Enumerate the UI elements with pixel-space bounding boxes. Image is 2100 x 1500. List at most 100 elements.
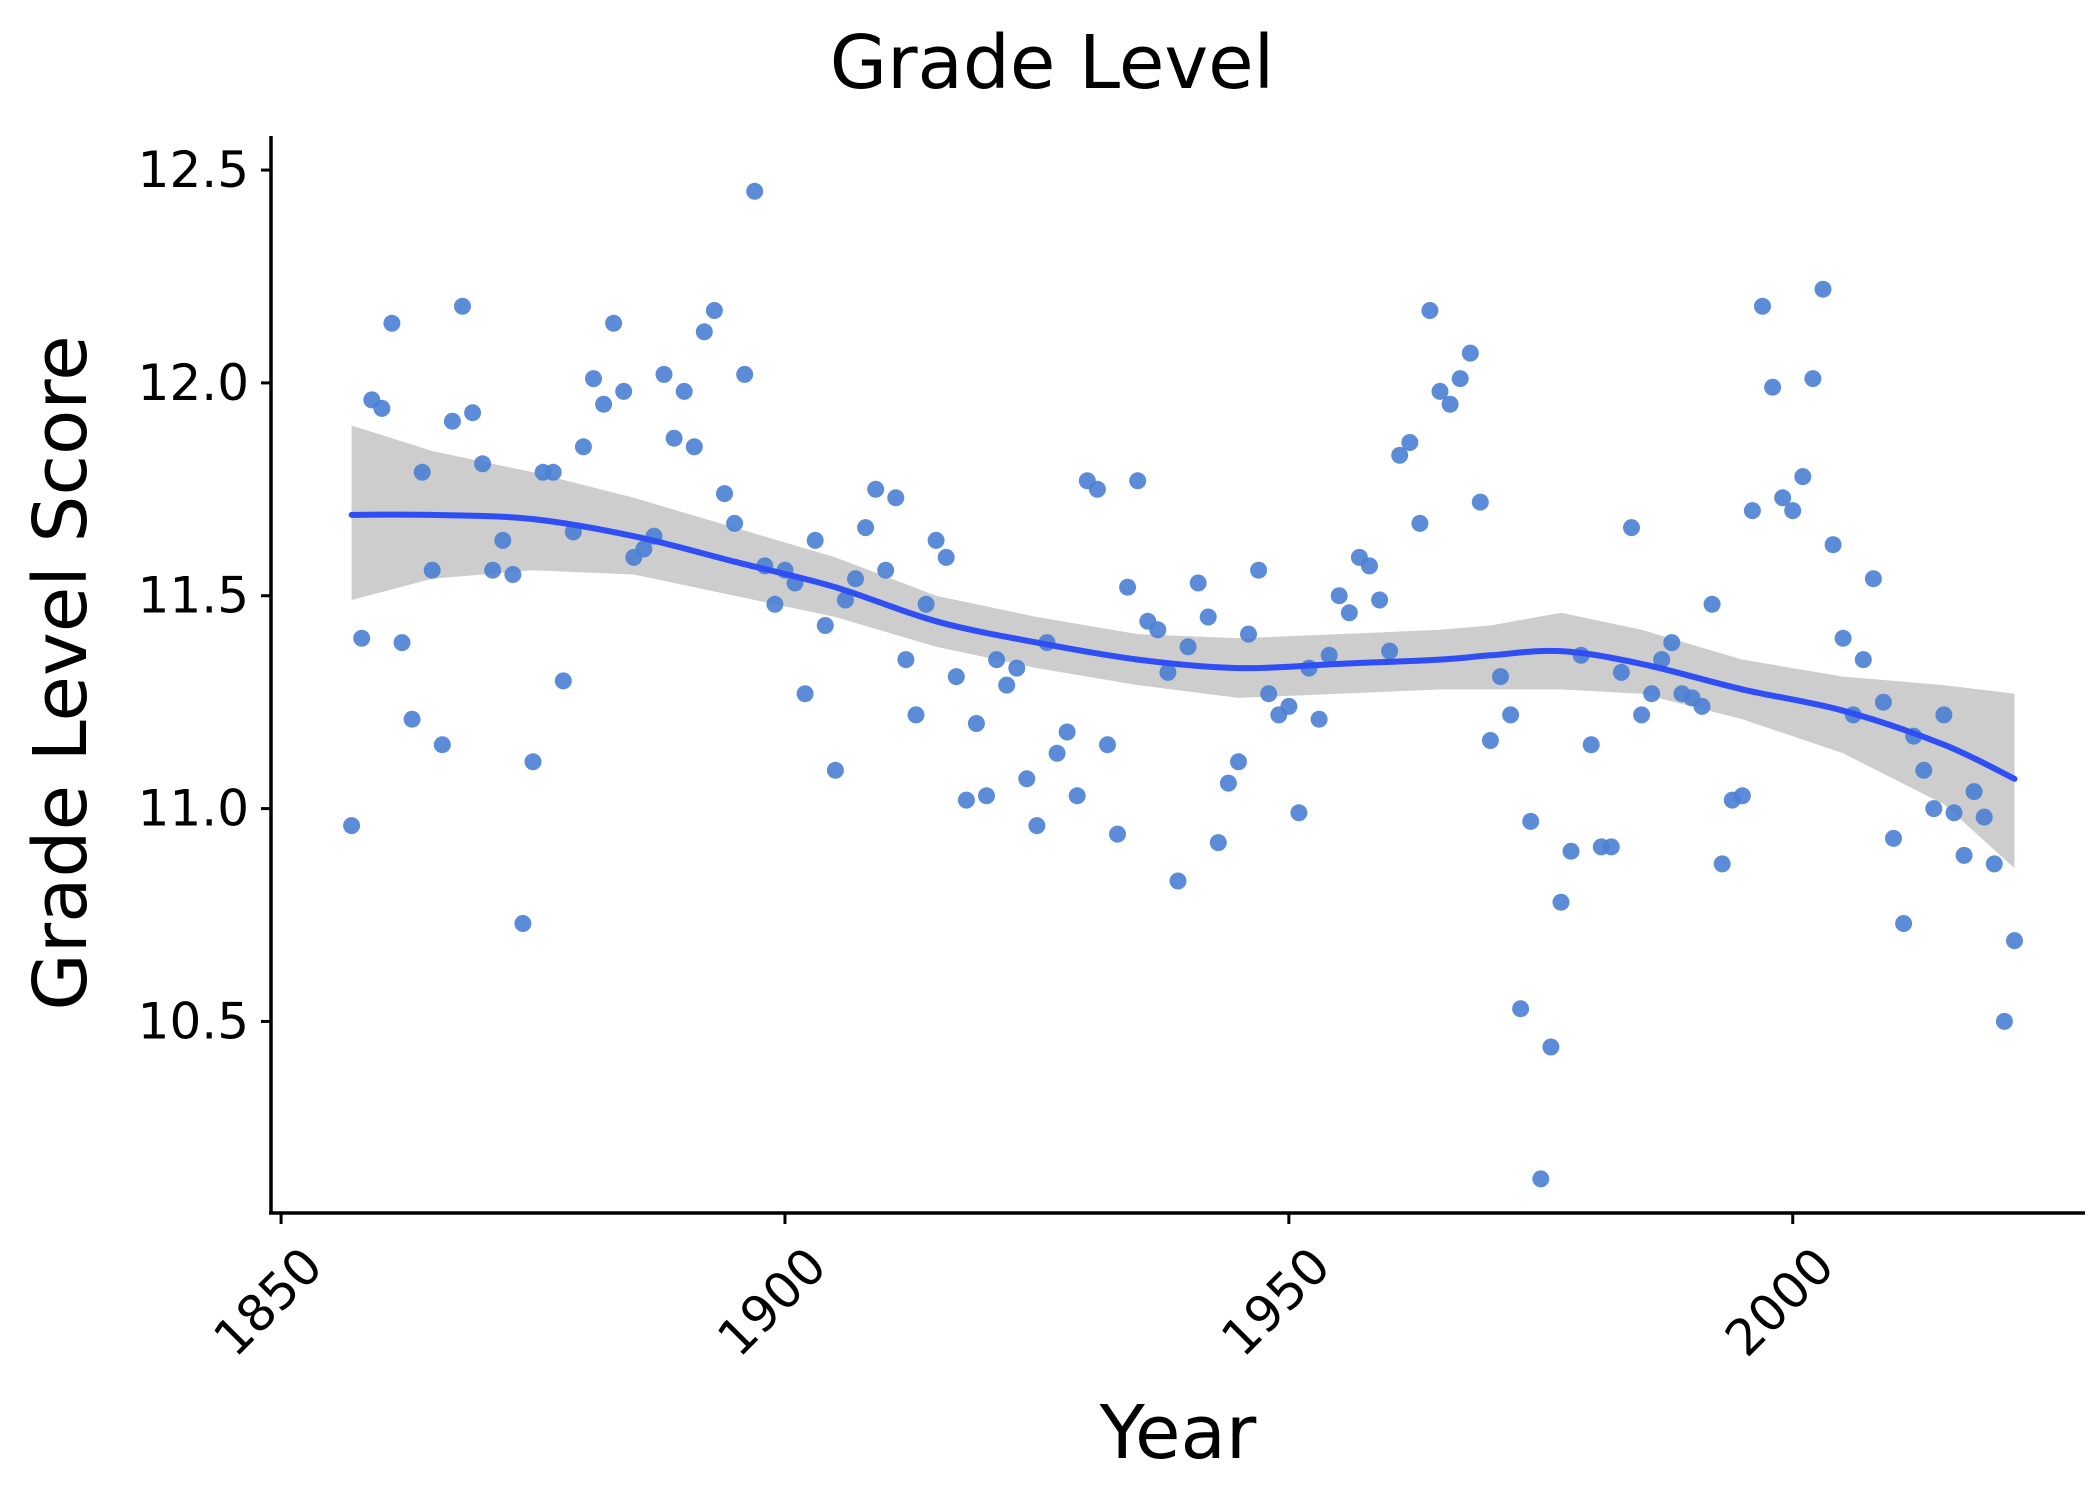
scatter-point [1431, 382, 1449, 400]
scatter-point [1955, 846, 1973, 864]
scatter-point [1310, 710, 1328, 728]
scatter-point [1854, 651, 1872, 669]
scatter-point [917, 595, 935, 613]
scatter-point [574, 438, 592, 456]
scatter-point [1885, 829, 1902, 847]
scatter-point [403, 710, 421, 728]
scatter-point [1149, 621, 1167, 639]
scatter-point [978, 787, 995, 805]
scatter-point [1713, 855, 1731, 873]
scatter-point [393, 634, 411, 652]
trend-line-layer [348, 511, 2018, 782]
scatter-point [1784, 502, 1802, 520]
scatter-point [383, 314, 401, 332]
scatter-point [1663, 634, 1681, 652]
x-tick-label: 1900 [706, 1236, 837, 1367]
scatter-point [615, 382, 633, 400]
scatter-point [2006, 932, 2023, 950]
scatter-point [595, 395, 613, 413]
scatter-point [1330, 587, 1348, 605]
scatter-point [1068, 787, 1086, 805]
scatter-point [413, 463, 431, 481]
scatter-point [1945, 804, 1963, 822]
scatter-point [1764, 378, 1782, 396]
scatter-point [967, 715, 985, 732]
scatter-point [464, 404, 482, 422]
scatter-point [1230, 753, 1247, 771]
scatter-point [514, 915, 532, 932]
scatter-point [675, 382, 693, 400]
scatter-point [1189, 574, 1207, 592]
scatter-point [605, 314, 623, 332]
scatter-point [1461, 344, 1479, 362]
scatter-point [1612, 663, 1630, 681]
scatter-point [1794, 468, 1812, 486]
scatter-point [867, 480, 885, 498]
scatter-point [1492, 668, 1509, 686]
scatter-point [373, 399, 391, 417]
y-tick-label: 12.0 [138, 354, 249, 412]
scatter-point [957, 791, 975, 809]
scatter-point [947, 668, 965, 686]
scatter-point [1028, 817, 1046, 835]
scatter-point [1018, 770, 1036, 788]
scatter-point [554, 672, 572, 690]
scatter-point [1814, 280, 1832, 298]
scatter-point [544, 463, 562, 481]
scatter-point [1169, 872, 1187, 890]
scatter-point [796, 685, 814, 703]
scatter-point [1179, 638, 1197, 656]
scatter-point [1320, 646, 1338, 664]
scatter-point [1623, 519, 1640, 537]
scatter-point [746, 182, 764, 200]
scatter-point [1280, 697, 1298, 715]
x-tick-label: 1850 [203, 1236, 334, 1367]
scatter-point [685, 438, 703, 456]
scatter-points-layer [343, 182, 2023, 1188]
scatter-point [1895, 915, 1913, 932]
scatter-point [1804, 370, 1822, 388]
y-tick-label: 11.0 [138, 780, 249, 838]
scatter-point [353, 629, 371, 647]
scatter-point [1088, 480, 1106, 498]
scatter-point [1552, 893, 1570, 911]
scatter-point [1522, 812, 1540, 830]
scatter-point [585, 370, 602, 388]
scatter-point [1008, 659, 1026, 677]
scatter-point [1995, 1012, 2013, 1030]
scatter-point [1542, 1038, 1560, 1056]
scatter-point [1099, 736, 1116, 754]
chart-title: Grade Level [830, 20, 1274, 106]
scatter-point [826, 761, 844, 779]
scatter-point [877, 561, 895, 579]
y-tick-label: 12.5 [138, 141, 249, 199]
scatter-point [504, 566, 522, 583]
scatter-point [1361, 557, 1378, 575]
scatter-point [1411, 514, 1429, 532]
scatter-point [736, 365, 754, 383]
scatter-point [907, 706, 925, 724]
scatter-point [1864, 570, 1882, 588]
scatter-point [433, 736, 451, 754]
scatter-point [766, 595, 784, 613]
scatter-point [1733, 787, 1751, 805]
scatter-point [1421, 302, 1439, 319]
scatter-point [1754, 297, 1771, 315]
scatter-point [454, 297, 471, 315]
scatter-point [1633, 706, 1651, 724]
y-tick-label: 10.5 [138, 992, 249, 1050]
y-axis-ticks: 10.5 11.0 11.5 12.0 12.5 [138, 141, 271, 1050]
scatter-point [524, 753, 542, 771]
scatter-point [1562, 842, 1580, 860]
scatter-point [1199, 608, 1217, 626]
scatter-point [816, 617, 834, 634]
scatter-point [1643, 685, 1661, 703]
x-tick-label: 1950 [1210, 1236, 1341, 1367]
scatter-point [443, 412, 461, 430]
scatter-point [1391, 446, 1409, 464]
scatter-point [1058, 723, 1076, 741]
scatter-point [1209, 834, 1227, 852]
trend-line [348, 511, 2018, 782]
scatter-point [1824, 536, 1842, 554]
scatter-point [1874, 693, 1892, 711]
